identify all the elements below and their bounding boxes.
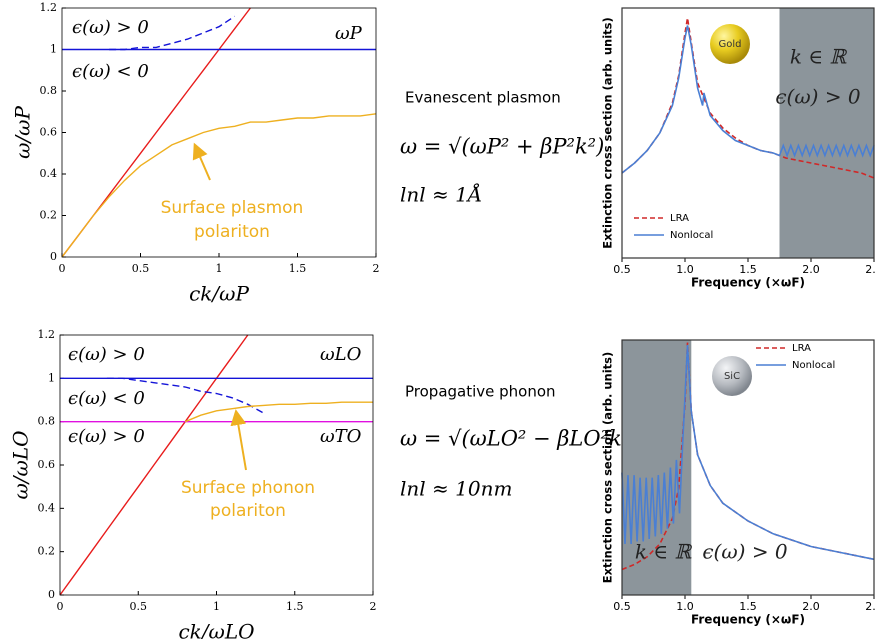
x-tick-label: 1.5 <box>289 262 307 275</box>
material-ball <box>712 356 752 396</box>
x-tick-label: 2 <box>370 600 377 613</box>
x-tick-label: 0 <box>57 600 64 613</box>
annotation: k ∈ ℝ <box>635 540 693 564</box>
annotation: ϵ(ω) > 0 <box>72 17 149 38</box>
shaded-region <box>779 8 874 258</box>
material-ball <box>710 24 750 64</box>
x-axis-label: ck/ωP <box>189 282 249 306</box>
y-axis-label: ω/ωLO <box>9 430 33 499</box>
series-line <box>184 401 373 423</box>
x-tick-label: 1.5 <box>739 263 757 276</box>
formula: ω = √(ωLO² − βLO²k²) <box>400 427 638 451</box>
length: lnl ≈ 10nm <box>400 477 512 501</box>
series-line <box>621 17 875 179</box>
x-axis-label: ck/ωLO <box>178 620 254 639</box>
series-line <box>106 377 264 414</box>
x-axis-label: Frequency (×ωF) <box>691 613 805 627</box>
annotation: SiC <box>724 371 740 382</box>
x-tick-label: 1.0 <box>676 263 694 276</box>
x-tick-label: 0.5 <box>132 262 150 275</box>
annotation: polariton <box>210 501 286 521</box>
annotation: ωP <box>335 23 363 44</box>
annotation: ϵ(ω) > 0 <box>775 85 861 109</box>
y-axis-label: Extinction cross section (arb. units) <box>601 352 615 584</box>
chart: 0 0.5 1 1.5 2 0 0.2 0.4 0.6 0.8 1 1.2 ϵ(ω) > 0 ϵ(ω) <… <box>9 328 377 639</box>
series-line <box>621 25 875 174</box>
y-tick-label: 1.2 <box>40 1 58 14</box>
y-axis-label: ω/ωP <box>11 106 35 159</box>
y-tick-label: 0.2 <box>38 545 56 558</box>
plot-frame <box>621 339 875 596</box>
x-tick-label: 2 <box>373 262 380 275</box>
y-tick-label: 1 <box>48 371 55 384</box>
legend-label: Nonlocal <box>670 230 713 241</box>
x-tick-label: 0.5 <box>130 600 148 613</box>
chart: 0 0.5 1 1.5 2 0 0.2 0.4 0.6 0.8 1 1.2 ϵ(ω) > 0 ϵ(ω) <… <box>11 1 380 306</box>
x-tick-label: 1.5 <box>739 600 757 613</box>
y-tick-label: 1 <box>50 43 57 56</box>
annotation: ωTO <box>320 426 362 447</box>
middle-title: Evanescent plasmon <box>405 89 561 107</box>
y-tick-label: 1.2 <box>38 328 56 341</box>
annotation: ϵ(ω) > 0 <box>68 344 145 365</box>
x-tick-label: 2.0 <box>802 263 820 276</box>
y-tick-label: 0.4 <box>40 167 58 180</box>
series-line <box>621 345 875 561</box>
y-tick-label: 0.8 <box>38 415 56 428</box>
annotation: k ∈ ℝ <box>790 45 848 69</box>
x-tick-label: 0.5 <box>613 263 631 276</box>
x-tick-label: 1 <box>216 262 223 275</box>
x-tick-label: 0 <box>59 262 66 275</box>
x-tick-label: 2.0 <box>802 600 820 613</box>
legend-label: LRA <box>792 343 811 354</box>
arrow <box>230 409 247 471</box>
x-tick-label: 0.5 <box>613 600 631 613</box>
y-tick-label: 0.6 <box>40 126 58 139</box>
chart: 0.5 1.0 1.5 2.0 2.5 SiC k ∈ ℝ ϵ(ω) > 0 Frequency… <box>601 339 876 627</box>
x-tick-label: 2.5 <box>865 263 876 276</box>
y-tick-label: 0.4 <box>38 501 56 514</box>
middle-title: Propagative phonon <box>405 383 556 401</box>
x-tick-label: 1.5 <box>286 600 304 613</box>
annotation: ϵ(ω) > 0 <box>702 540 788 564</box>
length: lnl ≈ 1Å <box>400 182 482 207</box>
y-axis-label: Extinction cross section (arb. units) <box>601 17 615 249</box>
series-line <box>59 334 249 596</box>
legend-label: Nonlocal <box>792 360 835 371</box>
chart: 0.5 1.0 1.5 2.0 2.5 Gold k ∈ ℝ ϵ(ω) > 0 Frequenc… <box>601 7 876 290</box>
legend-label: LRA <box>670 213 689 224</box>
y-tick-label: 0 <box>50 250 57 263</box>
annotation: polariton <box>194 222 270 242</box>
x-tick-label: 1 <box>213 600 220 613</box>
x-axis-label: Frequency (×ωF) <box>691 276 805 290</box>
y-tick-label: 0.6 <box>38 458 56 471</box>
y-tick-label: 0 <box>48 588 55 601</box>
plot-frame <box>61 7 377 258</box>
annotation: ωLO <box>320 344 362 365</box>
y-tick-label: 0.2 <box>40 209 58 222</box>
y-tick-label: 0.8 <box>40 84 58 97</box>
formula: ω = √(ωP² + βP²k²) <box>400 135 604 159</box>
plot-frame <box>621 7 875 259</box>
annotation: ϵ(ω) < 0 <box>72 61 149 82</box>
shaded-region <box>622 340 692 595</box>
series-line <box>61 113 377 258</box>
annotation: Gold <box>719 39 742 50</box>
annotation: Surface plasmon <box>161 198 304 218</box>
annotation: ϵ(ω) > 0 <box>68 426 145 447</box>
x-tick-label: 2.5 <box>865 600 876 613</box>
plot-frame <box>59 334 374 596</box>
annotation: ϵ(ω) < 0 <box>68 388 145 409</box>
x-tick-label: 1.0 <box>676 600 694 613</box>
annotation: Surface phonon <box>181 478 315 498</box>
arrow <box>192 142 211 181</box>
